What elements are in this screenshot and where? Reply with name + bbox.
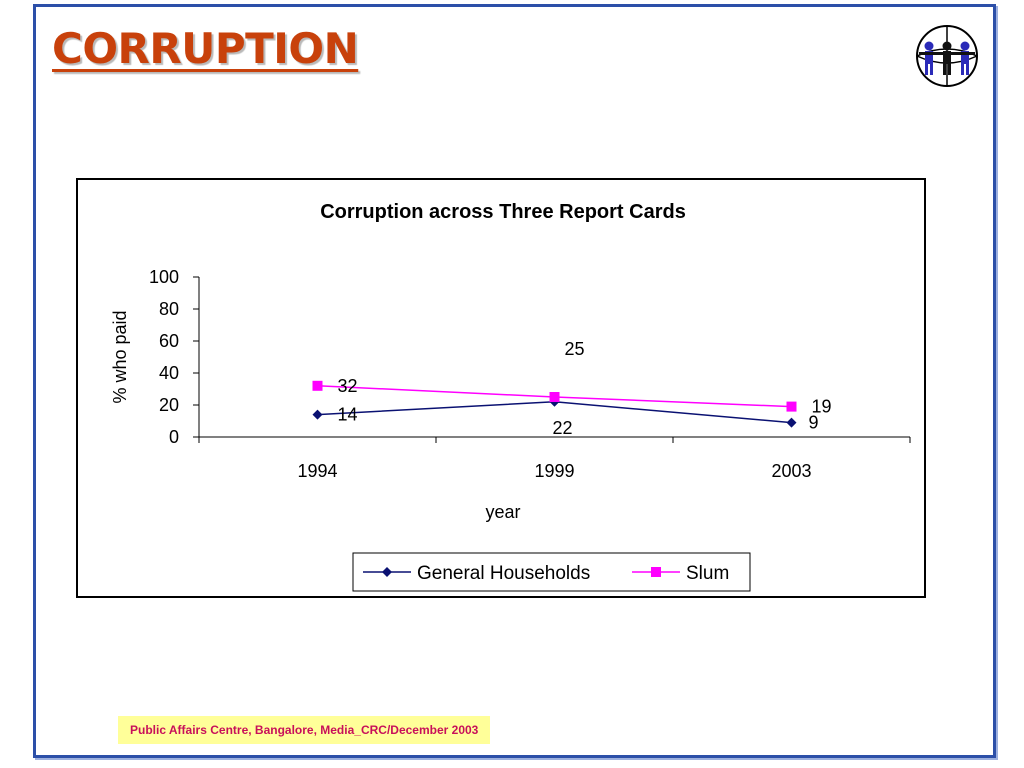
data-label: 19 xyxy=(811,397,831,417)
data-label: 9 xyxy=(808,413,818,433)
y-tick-label: 100 xyxy=(149,267,179,287)
slide-frame xyxy=(33,4,996,758)
data-label: 14 xyxy=(337,405,357,425)
line-chart: Corruption across Three Report Cards 0 20 4… xyxy=(110,201,911,592)
chart-title: Corruption across Three Report Cards xyxy=(320,201,686,223)
y-axis-label: % who paid xyxy=(110,310,130,403)
data-point-square xyxy=(312,380,323,391)
data-label: 25 xyxy=(564,339,584,359)
footer-note: Public Affairs Centre, Bangalore, Media_… xyxy=(118,716,491,744)
x-tick-label: 1994 xyxy=(297,461,337,481)
legend-marker-square xyxy=(651,567,661,577)
y-tick-label: 80 xyxy=(159,299,179,319)
y-tick-label: 60 xyxy=(159,331,179,351)
legend-box xyxy=(352,552,751,592)
page-title: CORRUPTION xyxy=(52,24,359,73)
data-point-square xyxy=(786,401,797,412)
y-tick-label: 0 xyxy=(169,427,179,447)
people-globe-icon xyxy=(916,25,978,87)
x-axis-label: year xyxy=(485,502,520,522)
legend-label: General Households xyxy=(417,563,590,584)
data-point-square xyxy=(549,392,560,402)
data-point-diamond xyxy=(312,409,323,420)
legend-label: Slum xyxy=(686,563,729,584)
data-label: 22 xyxy=(552,418,572,438)
legend-marker-diamond xyxy=(382,567,392,577)
y-tick-label: 20 xyxy=(159,395,179,415)
y-tick-label: 40 xyxy=(159,363,179,383)
chart-area: Corruption across Three Report Cards 0 20 4… xyxy=(76,178,926,598)
x-tick-label: 1999 xyxy=(534,461,574,481)
data-point-diamond xyxy=(786,417,797,428)
data-label: 32 xyxy=(337,376,357,396)
x-tick-label: 2003 xyxy=(771,461,811,481)
